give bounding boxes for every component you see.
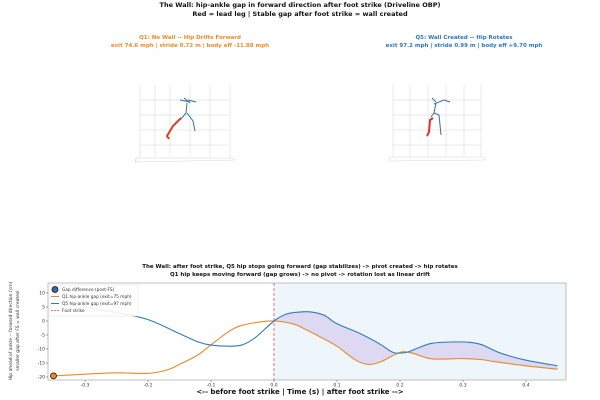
x-tick-label: 0.4 xyxy=(522,383,529,389)
series-line-q5 xyxy=(53,298,558,367)
y-tick-label: 5 xyxy=(42,305,45,311)
x-tick-label: 0.2 xyxy=(396,383,403,389)
series-line-q1 xyxy=(53,320,558,377)
y-tick-label: -15 xyxy=(38,361,45,367)
x-tick-label: 0.0 xyxy=(270,383,277,389)
x-tick-label: 0.1 xyxy=(333,383,340,389)
legend-label: Foot strike xyxy=(62,308,85,314)
x-tick-label: -0.2 xyxy=(144,383,153,389)
y-axis-label-2: smaller gap after FS = wall created xyxy=(15,291,21,371)
q1-panel-info: exit 74.6 mph | stride 0.72 m | body eff… xyxy=(110,43,270,49)
post-fs-shading xyxy=(274,283,566,380)
x-axis-label: <-- before foot strike | Time (s) | afte… xyxy=(196,388,404,396)
legend-label: Gap difference (post-FS) xyxy=(62,287,115,293)
figure-subtitle: Red = lead leg | Stable gap after foot s… xyxy=(192,10,408,18)
x-tick-label: -0.1 xyxy=(207,383,216,389)
gap-difference-fill xyxy=(274,312,558,370)
figure-title: The Wall: hip-ankle gap in forward direc… xyxy=(159,1,441,9)
legend: Gap difference (post-FS)Q1 hip-ankle gap… xyxy=(49,284,139,317)
y-tick-label: -5 xyxy=(41,333,46,339)
legend-box xyxy=(49,284,139,317)
x-tick-label: 0.3 xyxy=(459,383,466,389)
y-axis-label: Hip ahead of ankle -- forward direction … xyxy=(8,281,14,380)
y-tick-label: -10 xyxy=(38,347,45,353)
plot-frame xyxy=(47,282,567,381)
q1-panel-title: Q1: No Wall -- Hip Drifts Forward xyxy=(139,35,241,41)
q1-start-marker xyxy=(50,372,57,380)
y-tick-label: 0 xyxy=(42,319,45,325)
chart-title: The Wall: after foot strike, Q5 hip stop… xyxy=(142,264,458,270)
y-tick-label: 10 xyxy=(39,291,45,297)
q5-3d-skeleton xyxy=(388,85,487,162)
legend-marker-gap xyxy=(51,286,59,293)
chart-title-line2: Q1 hip keeps moving forward (gap grows) … xyxy=(170,272,430,278)
legend-label: Q5 hip-ankle gap (exit=97 mph) xyxy=(62,301,132,307)
q5-panel-title: Q5: Wall Created -- Hip Rotates xyxy=(415,35,513,41)
x-tick-label: -0.3 xyxy=(81,383,90,389)
q5-panel-info: exit 97.2 mph | stride 0.99 m | body eff… xyxy=(385,43,543,49)
y-tick-label: -20 xyxy=(38,375,45,381)
legend-label: Q1 hip-ankle gap (exit=75 mph) xyxy=(62,294,132,300)
q1-3d-skeleton xyxy=(134,85,236,163)
